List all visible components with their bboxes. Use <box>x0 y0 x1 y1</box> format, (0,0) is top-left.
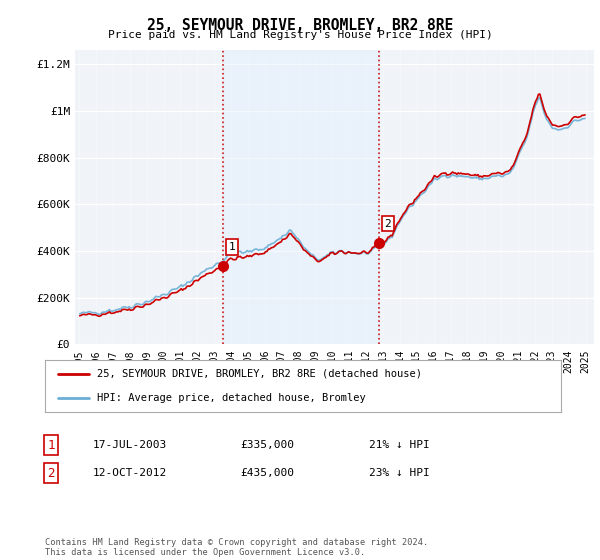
Text: 21% ↓ HPI: 21% ↓ HPI <box>369 440 430 450</box>
Text: 25, SEYMOUR DRIVE, BROMLEY, BR2 8RE (detached house): 25, SEYMOUR DRIVE, BROMLEY, BR2 8RE (det… <box>97 369 422 379</box>
Text: 1: 1 <box>47 438 55 452</box>
Text: 2: 2 <box>385 218 391 228</box>
Text: 25, SEYMOUR DRIVE, BROMLEY, BR2 8RE: 25, SEYMOUR DRIVE, BROMLEY, BR2 8RE <box>147 18 453 33</box>
Text: 2: 2 <box>47 466 55 480</box>
Text: 17-JUL-2003: 17-JUL-2003 <box>93 440 167 450</box>
Text: HPI: Average price, detached house, Bromley: HPI: Average price, detached house, Brom… <box>97 393 365 403</box>
Text: Price paid vs. HM Land Registry's House Price Index (HPI): Price paid vs. HM Land Registry's House … <box>107 30 493 40</box>
Text: Contains HM Land Registry data © Crown copyright and database right 2024.
This d: Contains HM Land Registry data © Crown c… <box>45 538 428 557</box>
Text: £335,000: £335,000 <box>240 440 294 450</box>
Text: £435,000: £435,000 <box>240 468 294 478</box>
Text: 1: 1 <box>229 242 235 252</box>
Bar <box>223 50 379 344</box>
Text: 23% ↓ HPI: 23% ↓ HPI <box>369 468 430 478</box>
Text: 12-OCT-2012: 12-OCT-2012 <box>93 468 167 478</box>
